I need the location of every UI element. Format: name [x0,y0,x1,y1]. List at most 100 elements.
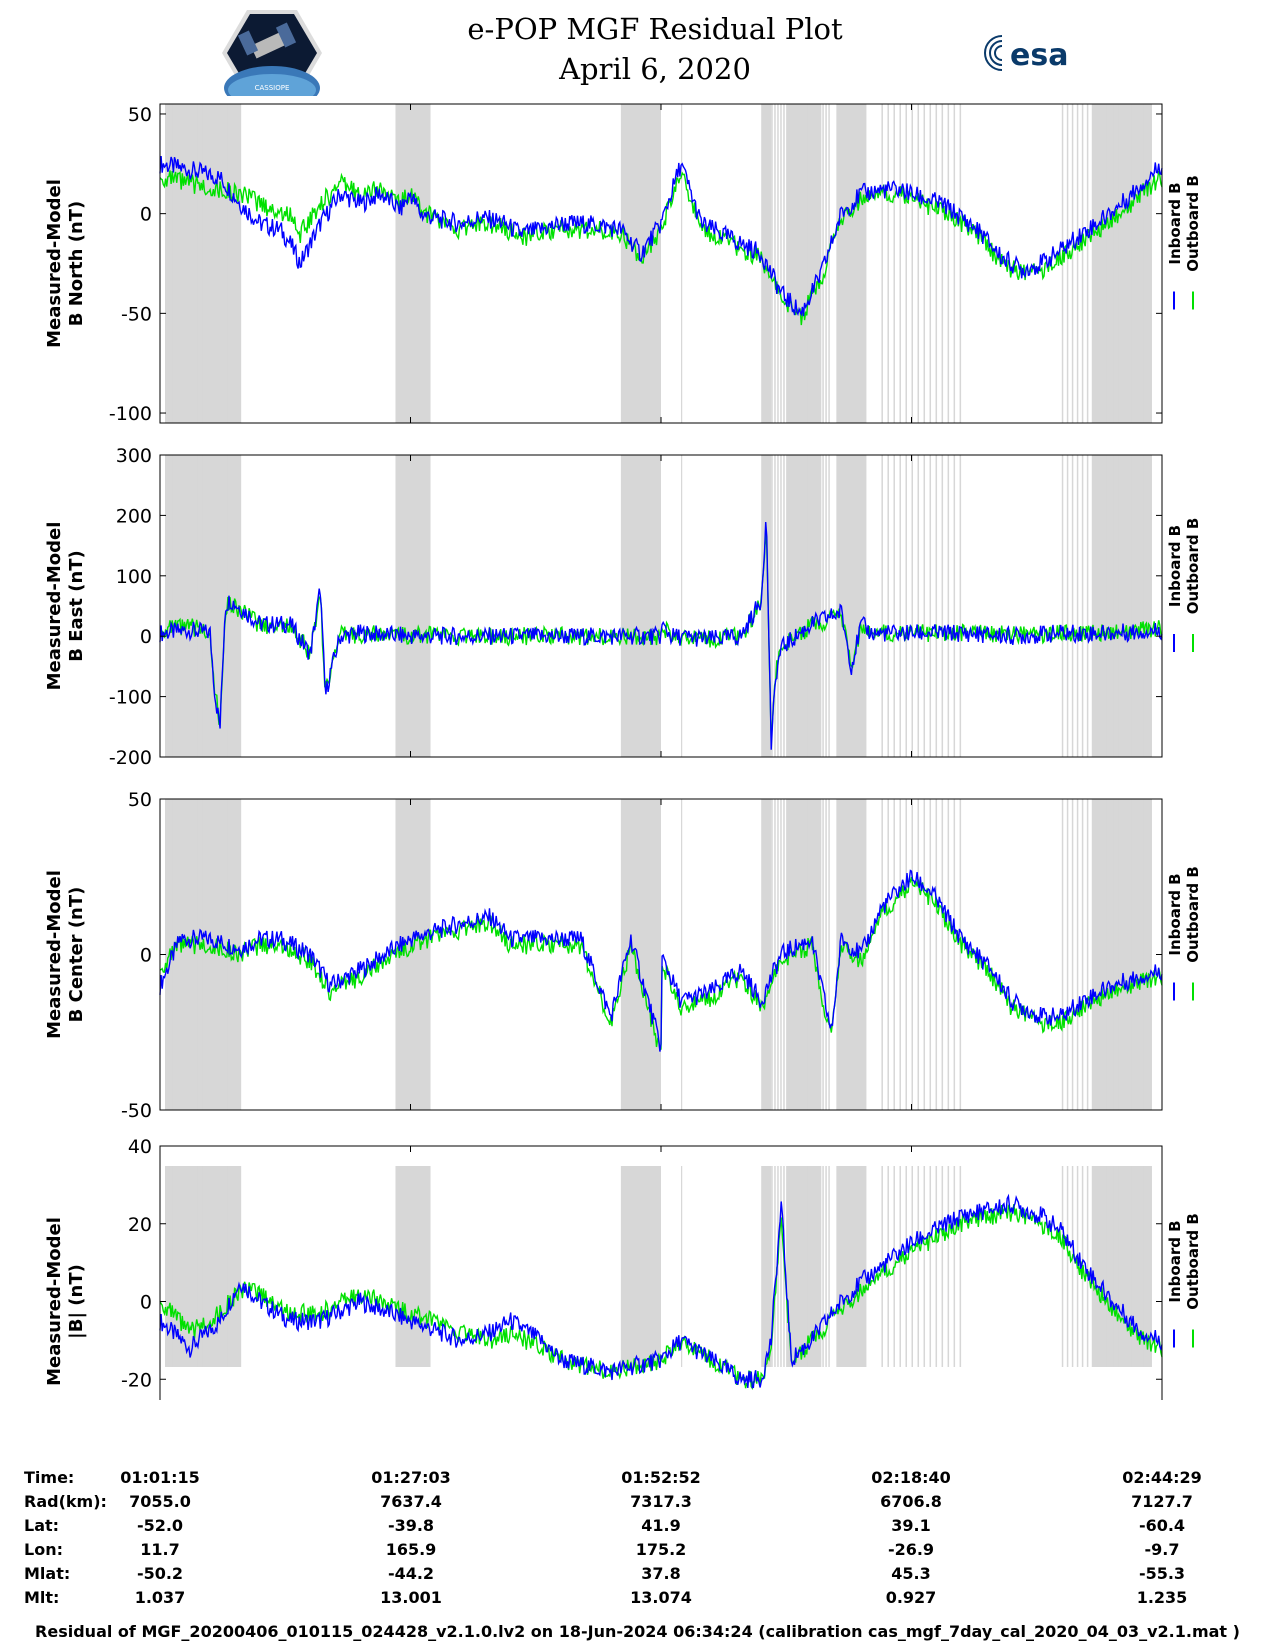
gap-shade [1076,799,1079,1110]
gap-shade [810,799,812,1110]
gap-shade [1136,455,1139,757]
gap-shade [182,104,187,423]
gap-shade [1141,455,1144,757]
gap-shade [828,1166,830,1367]
gap-shade [205,1166,209,1367]
legend: Inboard B Outboard B [1166,518,1202,615]
gap-shade [905,1166,907,1367]
gap-shade [822,1166,824,1367]
gap-shade [777,455,779,757]
gap-shade [1146,799,1149,1110]
table-cell: -55.3 [1138,1564,1186,1583]
gap-shade [761,455,772,757]
gap-shade [792,104,794,423]
gap-shade [175,1166,179,1367]
y-tick-label: 0 [140,626,152,648]
gap-shade [230,455,234,757]
gap-shade [807,104,809,423]
gap-shade [819,104,821,423]
table-cell: 0.927 [885,1588,937,1607]
gap-shade [1061,799,1064,1110]
gap-shade [786,1166,822,1367]
logo-caption: CASSIOPE [255,84,290,92]
gap-shade [192,799,197,1110]
gap-shade [165,104,169,423]
table-cell: 01:52:52 [621,1468,701,1487]
gap-shade [185,799,189,1110]
gap-shade [893,799,895,1110]
gap-shade [620,104,623,423]
gap-shade [828,104,830,423]
gap-shade [1086,455,1089,757]
gap-shade [227,1166,232,1367]
gap-shade [1131,455,1134,757]
gap-shade [182,455,187,757]
gap-shade [230,104,234,423]
gap-shade [1126,799,1129,1110]
gap-shade [786,455,788,757]
y-axis-label: Measured-Model|B| (nT) [44,1217,87,1386]
gap-shade [804,1166,806,1367]
gap-shade [1091,799,1094,1110]
gap-shade [816,104,818,423]
legend-outboard-label: Outboard B [1184,175,1202,272]
gap-shade [623,1166,625,1367]
gap-shade [771,455,773,757]
gap-shade [1141,799,1144,1110]
gap-shade [1101,799,1104,1110]
gap-shade [1071,455,1074,757]
gap-shade [911,799,914,1110]
gap-shade [197,104,202,423]
gap-shade [810,104,812,423]
gap-shade [795,104,797,423]
esa-wordmark: esa [1010,38,1068,73]
table-cell: -50.2 [136,1564,184,1583]
gap-shade [786,104,822,423]
gap-shade [929,104,932,423]
gap-shade [175,104,179,423]
gap-shade [192,1166,197,1367]
gap-shade [1061,455,1064,757]
y-tick-label: 50 [128,789,152,811]
gap-shade [1116,1166,1119,1367]
gap-shade [170,104,174,423]
gap-shade [807,1166,809,1367]
legend: Inboard B Outboard B [1166,1213,1202,1310]
gap-shade [1121,799,1124,1110]
gap-shade [227,104,232,423]
gap-shade [620,455,623,757]
gap-shade [798,1166,800,1367]
table-cell: 7127.7 [1131,1492,1193,1511]
gap-shade [170,1166,174,1367]
gap-shade [959,1166,962,1367]
table-cell: 37.8 [641,1564,681,1583]
gap-shade [230,1166,234,1367]
gap-shade [215,799,219,1110]
table-cell: 165.9 [385,1540,437,1559]
gap-shade [1106,799,1109,1110]
gap-shade [215,104,219,423]
gap-shade [881,799,883,1110]
gap-shade [222,1166,227,1367]
y-tick-label: 50 [128,104,152,126]
table-cell: 11.7 [140,1540,180,1559]
gap-shade [205,799,209,1110]
gap-shade [1081,455,1084,757]
y-tick-label: -50 [121,1100,152,1122]
gap-shade [1111,799,1114,1110]
gap-shade [1116,799,1119,1110]
legend-outboard-label: Outboard B [1184,518,1202,615]
gap-shade [1076,455,1079,757]
gap-shade [207,799,212,1110]
y-tick-label: 0 [140,945,152,967]
gap-shade [172,104,177,423]
gap-shade [207,104,212,423]
gap-shade [190,799,194,1110]
gap-shade [899,104,901,423]
gap-shade [798,799,800,1110]
gap-shade [1141,104,1144,423]
gap-shade [180,455,184,757]
gap-shade [210,1166,214,1367]
gap-shade [1096,799,1099,1110]
